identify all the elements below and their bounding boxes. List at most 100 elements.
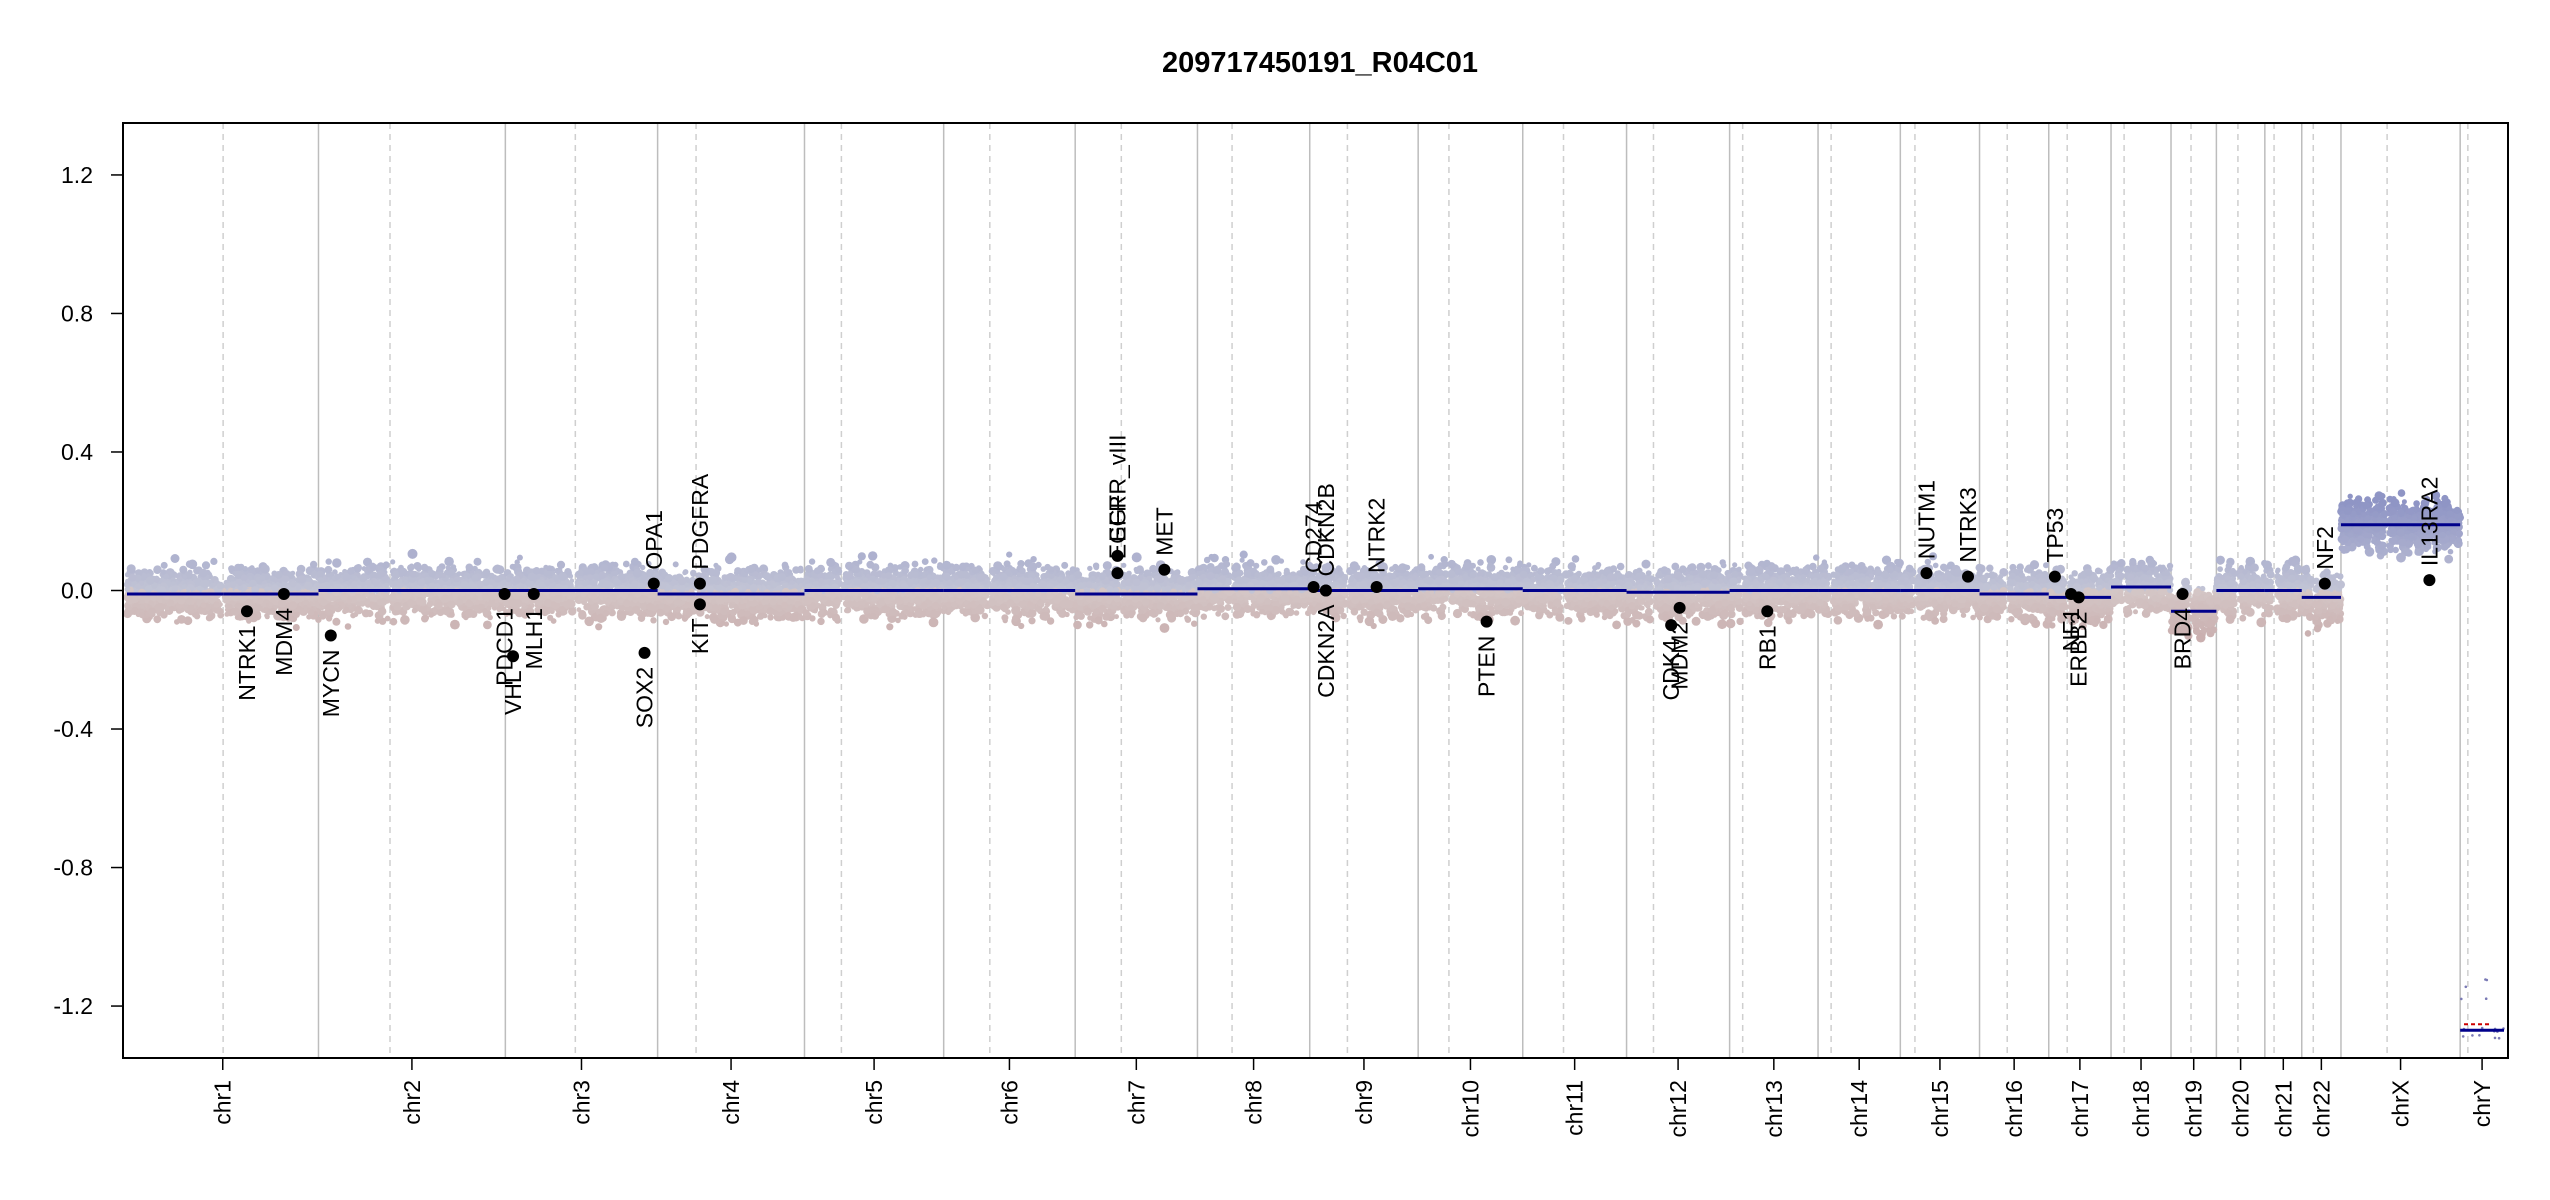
probe-point xyxy=(602,610,610,617)
probe-point xyxy=(730,608,737,616)
probe-point xyxy=(769,598,777,606)
probe-point xyxy=(263,606,269,612)
probe-point xyxy=(706,585,715,593)
probe-point xyxy=(324,565,333,574)
probe-point xyxy=(627,594,633,601)
probe-point xyxy=(781,561,789,569)
probe-point xyxy=(578,610,587,618)
probe-point xyxy=(604,593,609,598)
probe-point xyxy=(465,608,474,618)
probe-point xyxy=(134,583,141,590)
probe-point xyxy=(712,604,719,611)
probe-point xyxy=(234,570,243,579)
probe-point xyxy=(637,582,645,590)
probe-point xyxy=(450,564,457,570)
probe-point xyxy=(332,558,342,568)
probe-point xyxy=(403,579,408,585)
probe-point xyxy=(767,614,774,621)
probe-point xyxy=(532,567,541,575)
probe-point xyxy=(722,594,730,603)
probe-point xyxy=(170,554,180,563)
probe-point xyxy=(332,617,341,626)
probe-point xyxy=(171,581,176,586)
probe-point xyxy=(346,598,353,604)
probe-point xyxy=(369,593,375,598)
probe-point xyxy=(494,575,502,583)
probe-point xyxy=(207,596,214,603)
probe-point xyxy=(196,598,202,604)
probe-point xyxy=(214,588,219,593)
probe-point xyxy=(182,588,187,593)
probe-point xyxy=(334,573,341,580)
probe-point xyxy=(762,572,771,581)
probe-point xyxy=(234,614,241,621)
probe-point xyxy=(287,602,294,609)
probe-point xyxy=(354,605,363,615)
probe-point xyxy=(179,565,188,574)
probe-point xyxy=(664,575,673,583)
probe-point xyxy=(355,564,362,571)
probe-point xyxy=(441,596,448,602)
probe-point xyxy=(177,615,186,624)
probe-point xyxy=(269,575,276,582)
probe-point xyxy=(517,591,522,596)
probe-point xyxy=(290,570,296,576)
probe-point xyxy=(558,572,568,581)
probe-point xyxy=(726,580,731,585)
probe-point xyxy=(886,623,894,631)
probe-point xyxy=(492,582,498,588)
probe-point xyxy=(630,557,639,566)
probe-point xyxy=(170,577,177,583)
probe-point xyxy=(379,598,388,606)
probe-point xyxy=(390,559,396,565)
probe-point xyxy=(254,567,261,573)
probe-point xyxy=(229,581,237,589)
probe-point xyxy=(282,575,290,583)
probe-point xyxy=(201,579,210,589)
probe-point xyxy=(728,603,735,609)
probe-point xyxy=(448,569,455,576)
probe-point xyxy=(181,584,186,590)
probe-point xyxy=(723,621,729,627)
probe-point xyxy=(791,613,799,621)
probe-point xyxy=(460,581,469,590)
probe-point xyxy=(749,615,759,625)
probe-point xyxy=(741,577,748,584)
probe-point xyxy=(556,560,566,570)
probe-point xyxy=(274,571,283,579)
probe-point xyxy=(395,593,402,600)
probe-point xyxy=(553,594,563,604)
probe-point xyxy=(516,554,523,561)
probe-point xyxy=(577,569,584,577)
probe-point xyxy=(465,563,474,572)
probe-point xyxy=(383,582,390,589)
probe-point xyxy=(171,585,179,592)
probe-point xyxy=(132,595,138,601)
probe-point xyxy=(259,575,266,582)
probe-point xyxy=(163,573,170,580)
probe-point xyxy=(632,597,639,603)
probe-point xyxy=(471,574,479,582)
probe-point xyxy=(291,596,297,601)
probe-point xyxy=(721,574,728,581)
probe-point xyxy=(428,582,436,590)
probe-point xyxy=(674,606,681,613)
probe-point xyxy=(623,599,631,608)
probe-point xyxy=(786,569,793,575)
probe-point xyxy=(420,563,429,572)
probe-point xyxy=(174,573,180,579)
probe-point xyxy=(359,575,367,583)
probe-point xyxy=(153,615,162,624)
probe-point xyxy=(618,591,624,597)
probe-point xyxy=(351,581,358,588)
probe-point xyxy=(448,611,455,618)
probe-point xyxy=(388,593,397,602)
probe-point xyxy=(289,581,297,588)
probe-point xyxy=(426,600,434,608)
probe-point xyxy=(308,609,315,616)
probe-point xyxy=(413,562,422,570)
probe-point xyxy=(125,596,134,605)
probe-point xyxy=(421,614,429,623)
probe-point xyxy=(249,565,255,571)
